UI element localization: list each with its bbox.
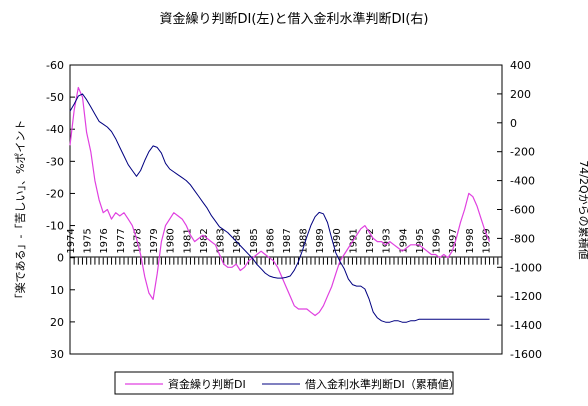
y-right-tick-label: -600 [510, 204, 535, 217]
x-tick-label: 1979 [149, 228, 160, 253]
x-tick-label: 1982 [199, 228, 210, 253]
y-left-tick-label: -40 [46, 123, 64, 136]
y-left-tick-label: 0 [57, 252, 64, 265]
x-tick-label: 1998 [465, 228, 476, 253]
y-left-tick-label: -60 [46, 59, 64, 72]
y-left-tick-label: -50 [46, 91, 64, 104]
x-tick-label: 1997 [448, 228, 459, 253]
series-line-2 [69, 93, 490, 323]
y-left-tick-label: 30 [50, 348, 64, 361]
x-tick-label: 1975 [83, 228, 94, 253]
x-tick-label: 1990 [332, 228, 343, 253]
y-left-axis-label: 「楽である」-「苦しい」、%ポイント [14, 120, 27, 305]
y-left-tick-label: 10 [50, 284, 64, 297]
legend-box [114, 371, 454, 395]
x-tick-label: 1996 [432, 228, 443, 253]
y-left-axis: -60 -50 -40 -30 -20 -10 0 10 20 30 [46, 59, 75, 361]
y-right-tick-label: -1600 [510, 348, 542, 361]
x-tick-label: 1980 [166, 228, 177, 253]
y-right-tick-label: -1400 [510, 319, 542, 332]
x-tick-label: 1974 [66, 228, 77, 253]
x-tick-label: 1986 [265, 228, 276, 253]
x-tick-label: 1993 [382, 228, 393, 253]
y-right-tick-label: -1000 [510, 261, 542, 274]
x-tick-label: 1994 [398, 228, 409, 253]
y-right-tick-label: 200 [510, 88, 531, 101]
x-tick-label: 1989 [315, 228, 326, 253]
legend-label-series-2: 借入金利水準判断DI（累積値） [305, 377, 460, 391]
x-tick-label: 1999 [481, 228, 492, 253]
x-tick-label: 1985 [249, 228, 260, 253]
x-tick-label: 1978 [132, 228, 143, 253]
x-tick-label: 1984 [232, 228, 243, 253]
legend-label-series-1: 資金繰り判断DI [168, 377, 246, 391]
y-right-tick-label: 0 [510, 117, 517, 130]
x-tick-label: 1977 [116, 228, 127, 253]
y-right-tick-label: -400 [510, 175, 535, 188]
y-left-tick-label: 20 [50, 316, 64, 329]
y-right-tick-label: 400 [510, 59, 531, 72]
x-tick-label: 1981 [182, 228, 193, 253]
y-right-tick-label: -800 [510, 232, 535, 245]
y-right-tick-label: -1200 [510, 290, 542, 303]
series-line-1 [69, 86, 491, 317]
y-left-tick-label: -10 [46, 220, 64, 233]
series-lines [69, 86, 491, 323]
x-tick-label: 1995 [415, 228, 426, 253]
x-tick-label: 1976 [99, 228, 110, 253]
x-tick-label: 1988 [299, 228, 310, 253]
y-left-tick-label: -20 [46, 187, 64, 200]
y-right-axis-label: 74/2Qからの累積値 [577, 160, 588, 259]
x-tick-label: 1991 [348, 228, 359, 253]
plot-area [69, 64, 503, 355]
x-axis-labels: 1974 1975 1976 1977 1978 1979 1980 1981 1982 1983… [66, 228, 492, 253]
chart-title: 資金繰り判断DI(左)と借入金利水準判断DI(右) [160, 11, 429, 27]
y-left-tick-label: -30 [46, 155, 64, 168]
x-axis-ticks [69, 257, 503, 265]
y-right-axis: 400 200 0 -200 -400 -600 -800 -1000 -1200 -1400 -1… [497, 59, 542, 361]
x-tick-label: 1987 [282, 228, 293, 253]
x-tick-label: 1992 [365, 228, 376, 253]
x-tick-label: 1983 [216, 228, 227, 253]
y-right-tick-label: -200 [510, 146, 535, 159]
